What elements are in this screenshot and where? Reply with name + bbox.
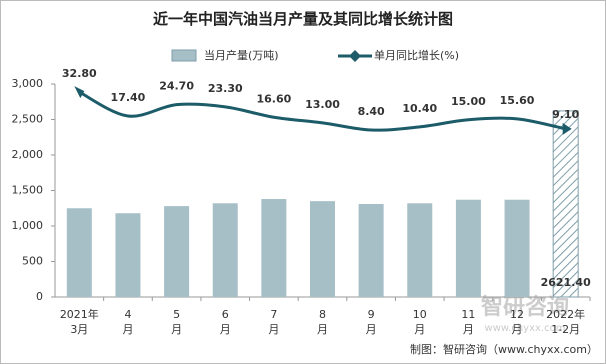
x-tick-label: 3月 [70,323,88,336]
y-tick-label: 1,000 [12,219,44,232]
line-value-label: 15.00 [451,95,486,108]
x-tick-label: 月 [317,323,328,336]
line-value-label: 24.70 [159,80,194,93]
y-tick-label: 2,500 [12,113,44,126]
bar [552,110,579,298]
line-value-label: 15.60 [500,94,535,107]
x-tick-label: 月 [268,323,279,336]
y-tick-label: 500 [22,255,43,268]
line-value-label: 17.40 [111,91,146,104]
line-value-label: 13.00 [305,98,340,111]
x-tick-label: 8 [319,308,326,321]
bar [358,203,384,297]
line-value-label: 32.80 [62,67,97,80]
y-tick-label: 0 [36,290,43,303]
arrow-head [562,122,572,135]
x-tick-label: 2022年 [546,307,585,321]
watermark: 智研咨询 [481,294,569,320]
chart-title: 近一年中国汽油当月产量及其同比增长统计图 [153,10,453,28]
x-tick-label: 4 [124,308,131,321]
bar [261,199,287,297]
x-tick-label: 月 [122,323,133,336]
x-tick-label: 11 [461,308,475,321]
arrow-head [74,86,85,99]
bar [66,208,92,297]
x-tick-label: 10 [413,308,427,321]
bar [504,199,530,297]
x-tick-label: 9 [368,308,375,321]
watermark-url: www.chyxx.com [485,323,566,334]
bar [115,213,141,297]
x-tick-label: 月 [171,323,182,336]
source: 制图：智研咨询（www.chyxx.com） [410,342,598,356]
line-value-label: 8.40 [358,105,385,118]
line-value-label: 23.30 [208,82,243,95]
x-tick-label: 6 [222,308,229,321]
bar [164,206,190,297]
legend-swatch [171,49,197,62]
x-tick-label: 2021年 [60,307,99,321]
x-tick-label: 月 [220,323,231,336]
x-tick-label: 月 [414,323,425,336]
legend-label: 当月产量(万吨) [204,48,279,62]
legend-marker [349,50,361,62]
x-tick-label: 12 [510,308,524,321]
x-tick-label: 7 [270,308,277,321]
x-tick-label: 5 [173,308,180,321]
y-tick-label: 3,000 [12,77,44,90]
legend-label: 单月同比增长(%) [374,48,459,62]
x-tick-label: 月 [366,323,377,336]
bar [407,203,433,297]
line-value-label: 9.10 [552,108,579,121]
line-value-label: 10.40 [402,102,437,115]
x-tick-label: 月 [512,323,523,336]
bar [310,201,335,297]
y-tick-label: 2,000 [12,148,44,161]
line [78,90,566,132]
line-value-label: 16.60 [256,92,291,105]
x-tick-label: 月 [463,323,474,336]
bar-value-label: 2621.40 [541,276,591,289]
bar [455,199,481,297]
bar [212,203,238,297]
y-tick-label: 1,500 [12,184,44,197]
x-tick-label: 1-2月 [551,323,580,336]
